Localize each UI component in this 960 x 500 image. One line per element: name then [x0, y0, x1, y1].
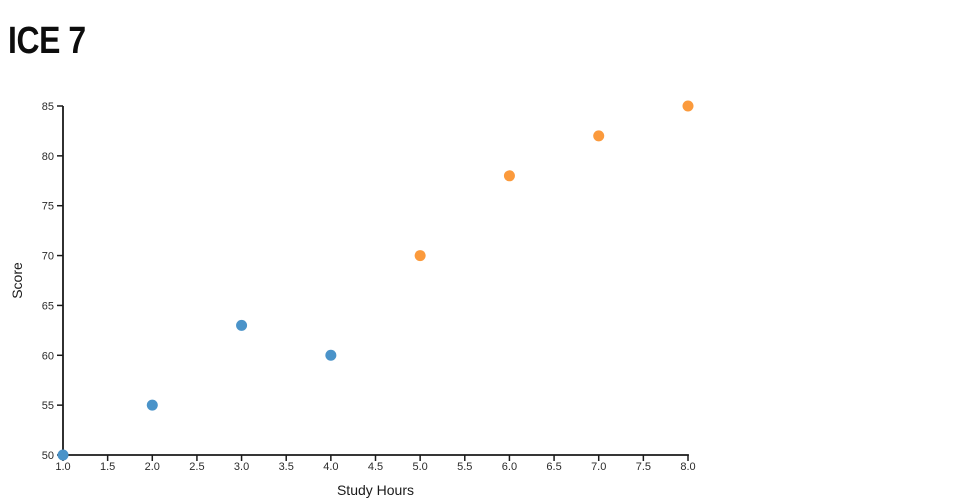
y-tick-label: 85: [42, 101, 54, 113]
data-point: [325, 349, 337, 361]
x-axis-label: Study Hours: [337, 482, 414, 498]
data-point: [236, 319, 248, 331]
x-tick-label: 3.0: [234, 461, 249, 473]
y-tick-label: 70: [42, 251, 54, 263]
x-tick-label: 7.5: [636, 461, 651, 473]
data-point: [503, 170, 515, 182]
x-tick-label: 5.5: [457, 461, 472, 473]
y-tick-label: 50: [42, 450, 54, 462]
y-tick-label: 75: [42, 201, 54, 213]
data-point: [57, 449, 69, 461]
y-tick-label: 80: [42, 151, 54, 163]
x-tick-label: 1.0: [55, 461, 70, 473]
x-tick-label: 5.0: [412, 461, 427, 473]
x-tick-label: 6.5: [546, 461, 561, 473]
chart-title: ICE 7: [8, 20, 86, 62]
x-tick-label: 7.0: [591, 461, 606, 473]
data-point: [593, 130, 605, 142]
y-tick-label: 65: [42, 300, 54, 312]
data-point: [414, 250, 426, 262]
data-point: [146, 399, 158, 411]
x-tick-label: 4.0: [323, 461, 338, 473]
x-tick-label: 2.5: [189, 461, 204, 473]
x-tick-label: 6.0: [502, 461, 517, 473]
x-tick-label: 2.0: [145, 461, 160, 473]
x-tick-label: 1.5: [100, 461, 115, 473]
y-tick-label: 60: [42, 350, 54, 362]
x-tick-label: 3.5: [279, 461, 294, 473]
x-tick-label: 8.0: [680, 461, 695, 473]
y-tick-label: 55: [42, 400, 54, 412]
x-tick-label: 4.5: [368, 461, 383, 473]
y-axis-label: Score: [9, 262, 25, 299]
data-point: [682, 100, 694, 112]
